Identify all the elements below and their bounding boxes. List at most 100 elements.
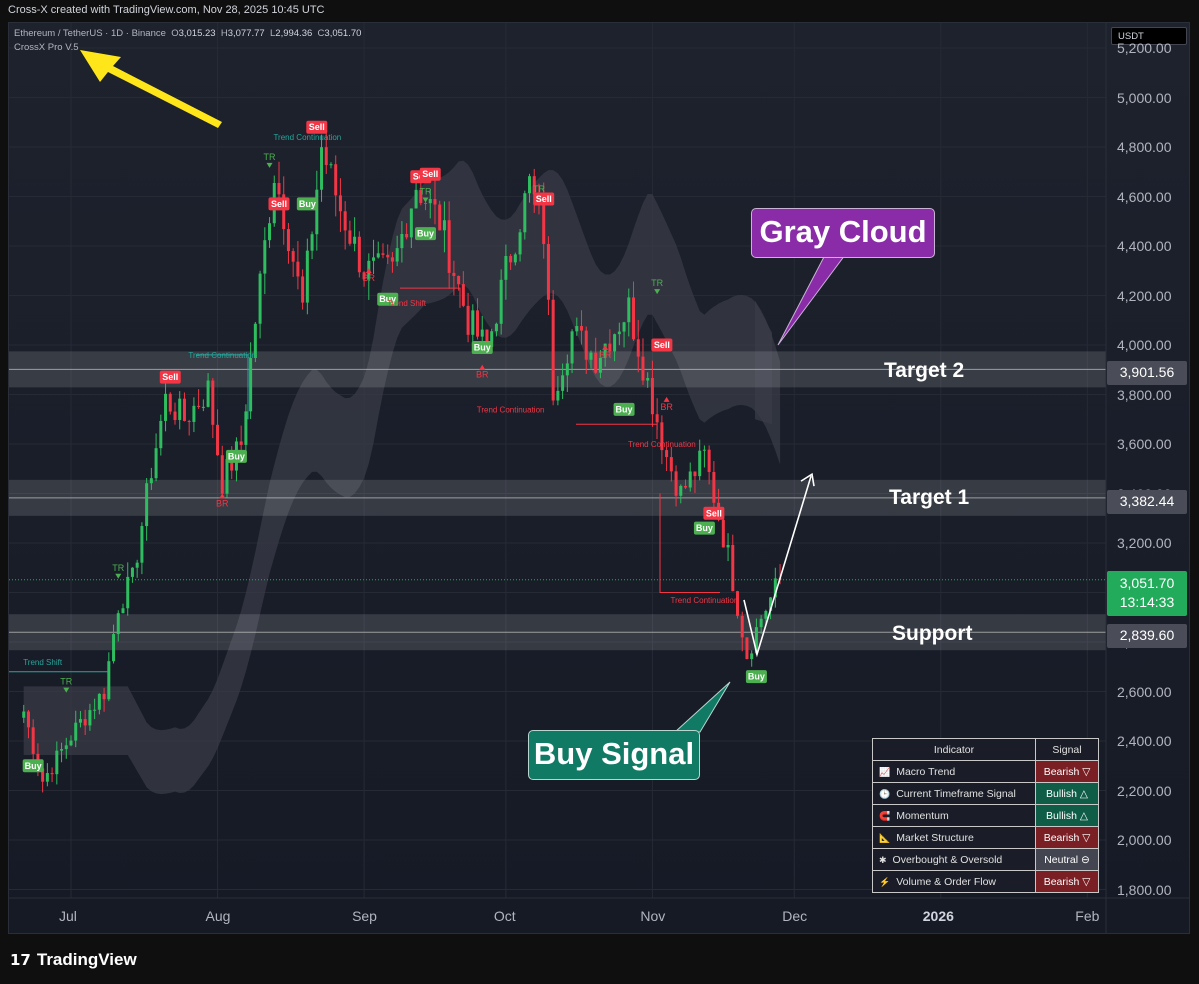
candle-body [50,773,54,775]
signal-badge-bg [377,292,399,306]
signal-badge-bg [306,120,328,134]
candle-body [390,257,394,262]
yellow-arrow-icon [80,50,222,128]
candle-body [381,253,385,255]
buy-signal-pointer-icon [673,681,731,733]
candle-body [64,745,68,750]
time-tick-label: Feb [1075,908,1100,924]
tr-arrow-icon [422,197,429,203]
candle-body [372,257,376,261]
signal-value: Bearish ▽ [1035,826,1099,849]
candle-body [93,709,97,711]
tr-arrow-icon [63,687,70,693]
signal-buy: Buy [616,404,633,414]
price-tick-label: 2,400.00 [1117,733,1172,749]
candle-body [457,275,461,285]
candle-body [31,727,35,754]
signal-trend-continuation: Trend Continuation [477,405,545,414]
signal-badge-bg [22,759,44,773]
candle-body [286,229,290,252]
candle-body [320,147,324,190]
candle-body [41,768,45,782]
magnet-icon: 🧲 [879,810,891,821]
candle-body [442,220,446,231]
candle-body [291,251,295,262]
candle-body [769,597,773,611]
candle-body [650,377,654,415]
price-tick-label: 4,400.00 [1117,238,1172,254]
candle-body [324,147,328,165]
symbol-legend[interactable]: Ethereum / TetherUS · 1D · Binance O3,01… [14,28,361,39]
candle-body [679,485,683,496]
indicator-legend[interactable]: CrossX Pro V.5 [14,42,79,53]
candle-body [206,380,210,407]
candle-body [452,272,456,276]
symbol-name: Ethereum / TetherUS · 1D · Binance [14,28,166,39]
buy-signal-callout[interactable]: Buy Signal [528,730,700,780]
candle-body [296,261,300,277]
high-value: 3,077.77 [227,28,265,39]
candle-body [575,326,579,332]
candle-body [589,352,593,360]
candle-body [570,331,574,364]
signal-sell: Sell [162,372,178,382]
signal-badge-bg [159,370,181,384]
candle-body [556,390,560,401]
signal-table-row: 🧲 Momentum Bullish △ [872,804,1099,827]
candle-body [107,661,111,700]
candle-body [22,711,26,718]
indicator-label: Momentum [896,809,949,822]
candle-body [712,471,716,503]
indicator-label: Volume & Order Flow [896,875,997,888]
signal-br: BR [476,370,489,380]
close-value: 3,051.70 [324,28,362,39]
price-tick-label: 5,000.00 [1117,89,1172,106]
signal-br: BR [660,402,673,412]
clock-icon: 🕒 [879,788,891,799]
currency-button[interactable]: USDT [1111,27,1187,45]
candle-body [551,299,555,401]
candle-body [244,411,248,445]
candle-body [159,420,163,449]
projection-arrowhead-icon [800,472,815,487]
indicator-cell: ⚡ Volume & Order Flow [872,870,1036,893]
candle-body [726,544,730,548]
candle-body [78,719,82,723]
candle-body [121,608,125,614]
candle-body [480,329,484,337]
candle-body [684,485,688,488]
br-arrow-icon [365,268,372,274]
candle-body [494,323,498,332]
tradingview-logo[interactable]: 𝟭𝟳 TradingView [10,950,137,970]
last-price-tag: 3,051.70 13:14:33 [1107,571,1187,616]
candle-body [239,441,243,445]
signal-sell: Sell [536,194,552,204]
br-arrow-icon [663,396,670,402]
candle-body [428,199,432,204]
candle-body [499,279,503,324]
candle-body [580,326,584,331]
candle-body [641,356,645,381]
signal-br: BR [216,498,229,508]
candle-body [338,195,342,212]
gray-cloud-callout[interactable]: Gray Cloud [751,208,935,258]
signal-tr: TR [264,152,276,162]
signal-table-row: ⚡ Volume & Order Flow Bearish ▽ [872,870,1099,893]
candle-body [362,272,366,280]
candle-body [249,357,253,412]
candle-body [622,322,626,332]
signal-table-header: Indicator Signal [872,738,1099,761]
signal-buy: Buy [474,342,491,352]
candle-body [305,250,309,303]
signal-badge-bg [693,521,715,535]
candle-body [263,240,267,274]
price-tick-label: 5,200.00 [1117,40,1172,56]
candle-body [646,377,650,381]
signal-trend-shift: Trend Shift [387,299,427,308]
price-tick-label: 4,800.00 [1117,139,1172,155]
price-tick-label: 3,600.00 [1117,436,1172,452]
signal-tr: TR [112,563,124,573]
signal-sell: Sell [706,508,722,518]
signal-buy: Buy [379,294,396,304]
candle-body [400,234,404,249]
